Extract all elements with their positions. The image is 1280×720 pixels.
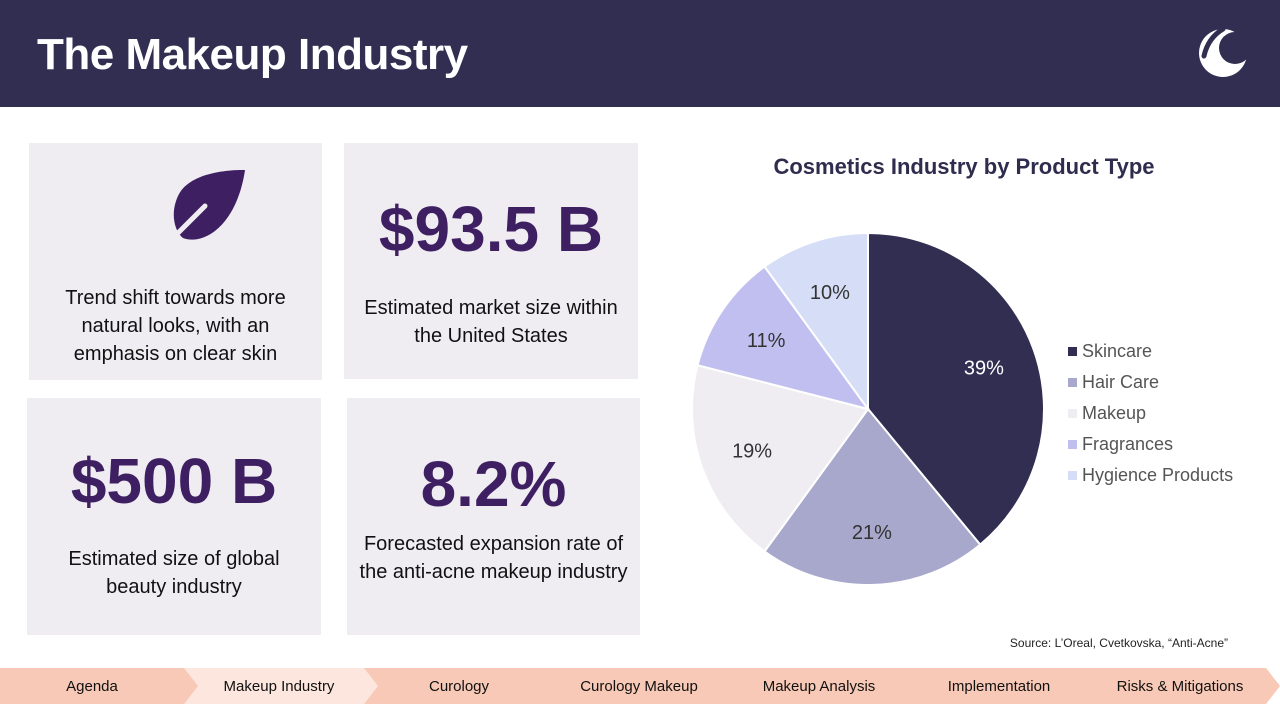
page-title: The Makeup Industry [37, 30, 468, 79]
header-bar: The Makeup Industry [0, 0, 1280, 107]
legend-label: Skincare [1082, 341, 1153, 361]
nav-item-makeup-analysis[interactable]: Makeup Analysis [720, 668, 918, 704]
legend-swatch [1068, 347, 1077, 356]
legend-label: Hair Care [1082, 372, 1160, 392]
legend-item: Hygience Products [1068, 460, 1233, 491]
nav-item-implementation[interactable]: Implementation [900, 668, 1098, 704]
legend-label: Hygience Products [1082, 465, 1234, 485]
pie-slice-hair-care [763, 407, 982, 586]
us-market-value: $93.5 B [378, 193, 604, 265]
growth-description: Forecasted expansion rate of the anti-ac… [359, 533, 628, 583]
nav-item-risks-mitigations[interactable]: Risks & Mitigations [1080, 668, 1280, 704]
pie-slice-fragrances [696, 265, 871, 411]
trend-card: Trend shift towards more natural looks, … [29, 143, 322, 380]
pie-data-label: 10% [810, 282, 850, 304]
nav-item-agenda[interactable]: Agenda [0, 668, 198, 704]
legend-swatch [1068, 378, 1077, 387]
legend-item: Makeup [1068, 398, 1233, 429]
leaf-icon [164, 169, 245, 247]
legend-label: Fragrances [1082, 434, 1174, 454]
trend-description: Trend shift towards more natural looks, … [65, 287, 286, 365]
nav-item-curology-makeup[interactable]: Curology Makeup [540, 668, 738, 704]
legend-swatch [1068, 440, 1077, 449]
growth-card: 8.2% Forecasted expansion rate of the an… [347, 398, 640, 635]
legend-swatch [1068, 409, 1077, 418]
legend-item: Skincare [1068, 336, 1233, 367]
legend-item: Hair Care [1068, 367, 1233, 398]
pie-slice-hygience-products [763, 231, 869, 413]
legend-item: Fragrances [1068, 429, 1233, 460]
source-citation: Source: L’Oreal, Cvetkovska, “Anti-Acne” [1009, 636, 1228, 650]
pie-data-label: 21% [852, 522, 892, 544]
chart-legend: Skincare Hair Care Makeup Fragrances Hygienc… [1068, 336, 1233, 491]
stylized-c-logo [1199, 26, 1250, 77]
global-market-card: $500 B Estimated size of global beauty i… [27, 398, 321, 635]
pie-data-label: 11% [747, 330, 786, 352]
growth-value: 8.2% [420, 448, 567, 520]
legend-swatch [1068, 471, 1077, 480]
nav-item-makeup-industry[interactable]: Makeup Industry [180, 668, 378, 704]
chart-title: Cosmetics Industry by Product Type [773, 154, 1155, 179]
pie-slice-makeup [691, 364, 870, 553]
global-market-value: $500 B [70, 445, 278, 517]
pie-data-label: 19% [732, 441, 772, 463]
global-market-description: Estimated size of global beauty industry [68, 548, 280, 598]
pie-slice-skincare [867, 231, 1045, 547]
legend-label: Makeup [1082, 403, 1147, 423]
us-market-description: Estimated market size within the United … [364, 297, 618, 347]
nav-item-curology[interactable]: Curology [360, 668, 558, 704]
us-market-card: $93.5 B Estimated market size within the… [344, 143, 638, 379]
pie-data-label: 39% [964, 357, 1004, 379]
pie-chart: 39% 21% 19% 11% 10% [691, 231, 1045, 586]
section-nav-bar: Agenda Makeup Industry Curology Curology Ma… [0, 668, 1280, 704]
